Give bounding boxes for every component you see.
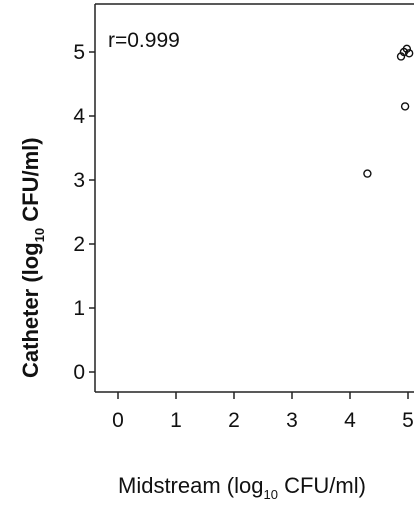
x-axis-title-post: CFU/ml) (278, 473, 366, 498)
y-axis-title-post: CFU/ml) (18, 137, 43, 227)
plot-frame (94, 3, 414, 393)
x-tick-label: 1 (170, 409, 182, 432)
data-point (402, 44, 412, 53)
x-tick-label: 0 (112, 409, 124, 432)
y-tick-label: 5 (73, 41, 85, 64)
x-tick-label: 4 (344, 409, 356, 432)
data-point (404, 49, 414, 58)
y-tick-label: 1 (73, 297, 85, 320)
x-tick-label: 5 (402, 409, 414, 432)
x-axis-title: Midstream (log10 CFU/ml) (118, 473, 366, 502)
data-point (363, 169, 372, 178)
x-tick-label: 3 (286, 409, 298, 432)
y-tick-label: 0 (73, 361, 85, 384)
data-point (400, 102, 410, 111)
y-ticks: 0 1 2 3 4 5 (73, 41, 95, 384)
x-axis-title-sub: 10 (263, 487, 277, 502)
y-axis-title: Catheter (log10 CFU/ml) (18, 137, 47, 378)
data-points (363, 44, 414, 178)
x-tick-label: 2 (228, 409, 240, 432)
y-axis-title-pre: Catheter (log (18, 242, 43, 378)
x-axis-title-pre: Midstream (log (118, 473, 263, 498)
y-tick-label: 4 (73, 105, 85, 128)
correlation-annotation: r=0.999 (108, 29, 180, 52)
y-tick-label: 2 (73, 233, 85, 256)
x-ticks: 0 1 2 3 4 5 (112, 392, 414, 432)
y-axis-title-sub: 10 (32, 228, 47, 242)
y-tick-label: 3 (73, 169, 85, 192)
